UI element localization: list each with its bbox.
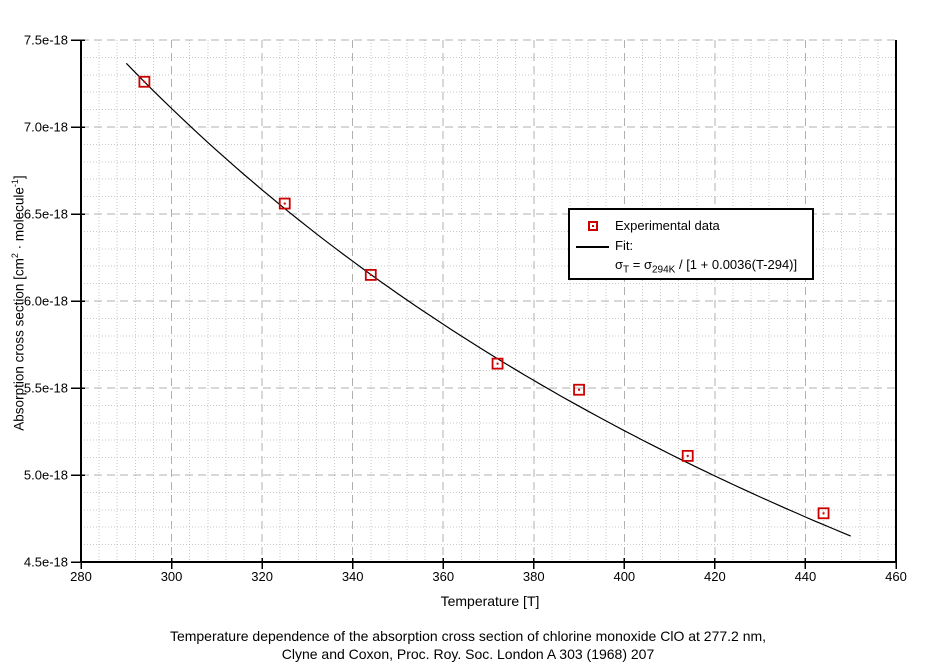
y-axis-title: Absorption cross section [cm2 · molecule… <box>10 175 27 431</box>
y-tick-label: 5.0e-18 <box>24 468 68 483</box>
legend-experimental-label: Experimental data <box>615 218 720 233</box>
data-point-marker <box>364 268 377 281</box>
y-tick-label: 7.0e-18 <box>24 120 68 135</box>
superscript-minus-1: -1 <box>10 179 20 188</box>
data-point-center-dot <box>496 362 499 365</box>
data-point-center-dot <box>369 273 372 276</box>
data-point-marker <box>138 75 151 88</box>
x-tick-label: 320 <box>251 569 273 584</box>
data-point-marker <box>573 383 585 396</box>
legend-fit-formula: σT = σ294K / [1 + 0.0036(T-294)] <box>615 257 798 276</box>
figure-caption: Temperature dependence of the absorption… <box>0 627 936 663</box>
superscript-2: 2 <box>10 253 20 259</box>
caption-line-1: Temperature dependence of the absorption… <box>169 628 767 644</box>
x-tick-label: 360 <box>432 569 454 584</box>
fit-line <box>125 62 851 537</box>
x-tick-label: 460 <box>885 569 907 584</box>
y-tick-label: 5.5e-18 <box>24 381 68 396</box>
x-tick-label: 340 <box>342 569 364 584</box>
x-tick-label: 440 <box>795 569 817 584</box>
legend-fit-label: Fit: <box>615 238 634 253</box>
chart-plot-area: 280 300 320 340 360 380 400 420 440 460 4.5e-18 5.0… <box>24 33 907 585</box>
fit-line-sample-icon <box>576 246 609 248</box>
x-tick-label: 420 <box>704 569 726 584</box>
experimental-data-points <box>138 75 830 520</box>
caption-line-2: Clyne and Coxon, Proc. Roy. Soc. London … <box>281 646 655 662</box>
y-tick-label: 6.0e-18 <box>24 294 68 309</box>
subscript-294K: 294K <box>652 264 676 276</box>
tick-marks <box>71 39 897 569</box>
marker-center-dot-icon <box>592 225 594 227</box>
experimental-data-marker-icon <box>588 221 598 231</box>
x-tick-label: 300 <box>161 569 183 584</box>
data-point-center-dot <box>686 454 689 457</box>
data-point-marker <box>681 449 694 462</box>
data-point-center-dot <box>283 202 286 205</box>
data-point-marker <box>491 357 504 370</box>
data-point-center-dot <box>143 80 146 83</box>
subscript-T: T <box>623 264 630 276</box>
y-tick-label: 6.5e-18 <box>24 207 68 222</box>
data-point-marker <box>817 507 830 520</box>
data-point-center-dot <box>578 388 581 391</box>
x-tick-label: 400 <box>613 569 635 584</box>
x-tick-label: 380 <box>523 569 545 584</box>
tick-labels: 280 300 320 340 360 380 400 420 440 460 4.5e-18 5.0… <box>24 33 907 585</box>
legend: Experimental data Fit: σT = σ294K / [1 +… <box>568 208 814 280</box>
y-tick-label: 7.5e-18 <box>24 33 68 48</box>
y-tick-label: 4.5e-18 <box>24 555 68 570</box>
x-tick-label: 280 <box>70 569 92 584</box>
data-point-center-dot <box>822 512 825 515</box>
major-gridlines <box>81 39 896 562</box>
data-point-marker <box>278 197 291 210</box>
x-axis-title: Temperature [T] <box>440 593 540 609</box>
